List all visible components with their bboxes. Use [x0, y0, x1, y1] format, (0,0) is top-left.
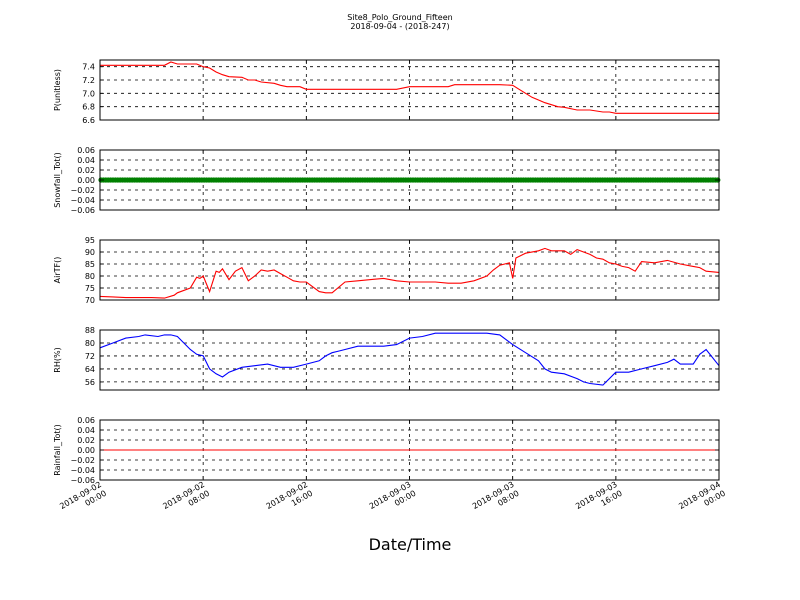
y-tick-label: 85 — [85, 260, 95, 269]
panel-4-tick-marks — [99, 329, 720, 390]
panel-1: 6.6 6.8 7.0 7.2 7.4 P(unitless) — [53, 59, 720, 125]
panel-2-ylabel: Snowfall_Tot() — [53, 152, 62, 208]
panel-4-series-1-line — [99, 332, 720, 386]
y-tick-label: 0.04 — [77, 426, 95, 435]
panel-1-grid — [100, 60, 719, 120]
y-tick-label: −0.06 — [70, 476, 95, 485]
y-tick-label: 6.8 — [82, 103, 95, 112]
panel-4: 56 64 72 80 88 RH(%) — [53, 326, 720, 391]
panel-1-tick-marks — [99, 60, 720, 121]
y-tick-label: 0.02 — [77, 436, 95, 445]
y-tick-label: 72 — [85, 352, 95, 361]
panel-2-series-1 — [98, 177, 721, 183]
y-tick-label: 6.6 — [82, 116, 95, 125]
x-axis-label: Date/Time — [369, 535, 452, 554]
figure-title-line2: 2018-09-04 - (2018-247) — [350, 22, 449, 31]
panel-1-ylabel: P(unitless) — [53, 69, 62, 111]
panel-4-ylabel: RH(%) — [53, 347, 62, 372]
y-tick-label: −0.02 — [70, 456, 95, 465]
y-tick-label: 88 — [85, 326, 95, 335]
y-tick-label: 0.00 — [77, 446, 95, 455]
y-tick-label: 7.4 — [82, 63, 95, 72]
y-tick-label: −0.06 — [70, 206, 95, 215]
y-tick-label: 75 — [85, 284, 95, 293]
panel-3-grid — [100, 240, 719, 300]
y-tick-label: 0.02 — [77, 166, 95, 175]
panel-3-series-1-line — [99, 247, 720, 299]
panel-2-tick-marks — [99, 149, 720, 211]
panel-5-ylabel: Rainfall_Tot() — [53, 424, 62, 476]
y-tick-label: 70 — [85, 296, 95, 305]
panel-2: −0.06−0.04−0.020.000.020.040.06 Snowfall_… — [53, 146, 721, 215]
y-tick-label: −0.04 — [70, 466, 95, 475]
y-tick-label: 90 — [85, 248, 95, 257]
y-tick-label: 80 — [85, 272, 95, 281]
y-tick-label: 95 — [85, 236, 95, 245]
panel-4-grid — [100, 330, 719, 390]
panel-3: 70 75 80 85 90 95 AirTF() — [53, 236, 720, 305]
panel-3-tick-marks — [99, 239, 720, 301]
panel-5: −0.06−0.04−0.020.000.020.040.06 Rainfall_… — [53, 416, 720, 485]
panels: 6.66.87.07.27.4P(unitless)−0.06−0.04−0.0… — [53, 59, 721, 485]
figure-title-line1: Site8_Polo_Ground_Fifteen — [347, 13, 452, 22]
y-tick-label: 0.06 — [77, 146, 95, 155]
y-tick-label: −0.02 — [70, 186, 95, 195]
panel-5-tick-marks — [99, 419, 720, 481]
panel-1-series-1-line — [100, 61, 719, 114]
y-tick-label: 0.04 — [77, 156, 95, 165]
panel-3-ylabel: AirTF() — [53, 257, 62, 284]
y-tick-label: 0.06 — [77, 416, 95, 425]
y-tick-label: −0.04 — [70, 196, 95, 205]
y-tick-label: 64 — [85, 365, 95, 374]
y-tick-label: 56 — [85, 378, 95, 387]
y-tick-label: 7.2 — [82, 76, 95, 85]
y-tick-label: 0.00 — [77, 176, 95, 185]
y-tick-label: 7.0 — [82, 89, 95, 98]
y-tick-label: 80 — [85, 339, 95, 348]
